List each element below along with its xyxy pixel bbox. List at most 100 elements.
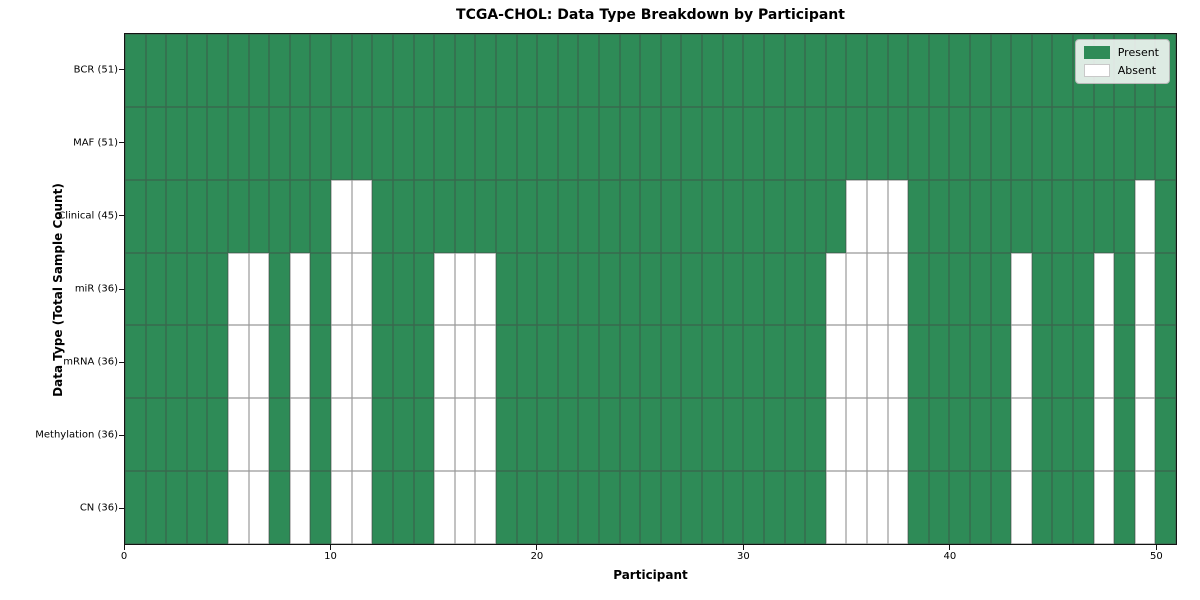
- y-tick-label: Clinical (45): [58, 210, 118, 222]
- heatmap-cell: [351, 398, 373, 472]
- heatmap-cell: [331, 325, 352, 399]
- heatmap-cell: [413, 34, 435, 107]
- heatmap-cell: [248, 252, 270, 326]
- heatmap-cell: [928, 325, 950, 399]
- heatmap-cell: [228, 179, 249, 253]
- heatmap-cell: [1073, 471, 1094, 545]
- heatmap-cell: [619, 471, 641, 545]
- heatmap-cell: [743, 252, 764, 326]
- heatmap-cell: [763, 179, 785, 253]
- heatmap-cell: [928, 106, 950, 180]
- heatmap-cell: [186, 179, 208, 253]
- heatmap-cell: [454, 398, 476, 472]
- heatmap-cell: [887, 325, 909, 399]
- heatmap-cell: [928, 252, 950, 326]
- y-tick-mark: [119, 69, 124, 71]
- heatmap-cell: [331, 471, 352, 545]
- heatmap-cell: [578, 179, 600, 253]
- heatmap-cell: [846, 398, 867, 472]
- heatmap-cell: [846, 106, 867, 180]
- heatmap-cell: [1011, 106, 1032, 180]
- heatmap-cell: [969, 34, 991, 107]
- heatmap-cell: [640, 398, 661, 472]
- heatmap-cell: [1114, 471, 1135, 545]
- heatmap-cell: [1093, 106, 1115, 180]
- heatmap-cell: [372, 179, 393, 253]
- heatmap-cell: [1134, 471, 1156, 545]
- heatmap-cell: [413, 471, 435, 545]
- heatmap-cell: [887, 398, 909, 472]
- x-tick-mark: [123, 545, 125, 550]
- x-tick-label: 30: [737, 551, 750, 562]
- heatmap-cell: [722, 325, 744, 399]
- heatmap-cell: [516, 34, 538, 107]
- heatmap-cell: [887, 179, 909, 253]
- heatmap-cell: [722, 34, 744, 107]
- heatmap-cell: [392, 471, 414, 545]
- heatmap-cell: [166, 471, 187, 545]
- legend-label-present: Present: [1117, 46, 1159, 59]
- heatmap-cell: [289, 34, 311, 107]
- heatmap-cell: [949, 325, 970, 399]
- x-tick-label: 40: [943, 551, 957, 562]
- heatmap-cell: [1073, 325, 1094, 399]
- x-tick-label: 50: [1149, 551, 1163, 562]
- heatmap-cell: [722, 252, 744, 326]
- heatmap-cell: [969, 471, 991, 545]
- heatmap-cell: [475, 252, 496, 326]
- heatmap-cell: [207, 471, 229, 545]
- heatmap-cell: [599, 398, 620, 472]
- heatmap-cell: [805, 179, 826, 253]
- heatmap-cell: [186, 34, 208, 107]
- heatmap-cell: [454, 471, 476, 545]
- heatmap-cell: [207, 325, 229, 399]
- heatmap-cell: [640, 252, 661, 326]
- heatmap-cell: [1134, 106, 1156, 180]
- heatmap-cell: [125, 471, 146, 545]
- heatmap-row-MAF: [125, 106, 1177, 180]
- heatmap-cell: [351, 252, 373, 326]
- heatmap-cell: [557, 471, 579, 545]
- heatmap-cell: [434, 471, 455, 545]
- heatmap-cell: [557, 106, 579, 180]
- heatmap-cell: [1073, 179, 1094, 253]
- heatmap-cell: [928, 34, 950, 107]
- heatmap-cell: [186, 106, 208, 180]
- heatmap-cell: [537, 34, 558, 107]
- heatmap-cell: [186, 398, 208, 472]
- heatmap-cell: [1052, 34, 1074, 107]
- heatmap-cell: [475, 106, 496, 180]
- heatmap-cell: [825, 398, 847, 472]
- heatmap-cell: [125, 252, 146, 326]
- heatmap-cell: [228, 325, 249, 399]
- heatmap-cell: [825, 106, 847, 180]
- heatmap-cell: [969, 252, 991, 326]
- heatmap-cell: [619, 325, 641, 399]
- heatmap-cell: [784, 179, 806, 253]
- heatmap-cell: [207, 252, 229, 326]
- heatmap-cell: [722, 179, 744, 253]
- heatmap-cell: [722, 398, 744, 472]
- heatmap-cell: [784, 34, 806, 107]
- heatmap-cell: [1031, 325, 1053, 399]
- heatmap-cell: [248, 34, 270, 107]
- heatmap-cell: [1031, 398, 1053, 472]
- heatmap-cell: [269, 471, 290, 545]
- heatmap-cell: [434, 252, 455, 326]
- heatmap-cell: [125, 34, 146, 107]
- heatmap-cell: [578, 398, 600, 472]
- heatmap-cell: [145, 398, 167, 472]
- heatmap-cell: [949, 471, 970, 545]
- heatmap-cell: [228, 34, 249, 107]
- y-tick-mark: [119, 507, 124, 509]
- heatmap-cell: [372, 106, 393, 180]
- heatmap-cell: [228, 398, 249, 472]
- heatmap-cell: [331, 179, 352, 253]
- heatmap-cell: [495, 34, 517, 107]
- heatmap-cell: [351, 471, 373, 545]
- heatmap-cell: [1011, 398, 1032, 472]
- heatmap-cell: [640, 471, 661, 545]
- heatmap-cell: [578, 325, 600, 399]
- heatmap-cell: [866, 398, 888, 472]
- heatmap-cell: [1073, 106, 1094, 180]
